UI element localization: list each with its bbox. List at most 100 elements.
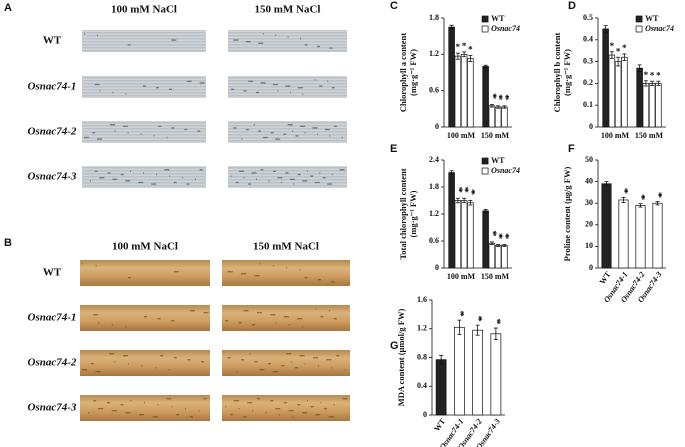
leaf-speck: [302, 412, 308, 414]
leaf-speck: [166, 398, 172, 400]
leaf-speck: [127, 44, 131, 46]
leaf-speck: [281, 365, 285, 367]
column-header: 100 mM NaCl: [111, 4, 177, 16]
bar: [490, 333, 502, 416]
bar: [618, 199, 629, 269]
y-tick-label: 1.2: [429, 209, 439, 218]
row-label: Osnac74-3: [28, 171, 77, 183]
row-label: WT: [43, 35, 62, 47]
significance: *: [468, 45, 473, 55]
leaf-speck: [158, 125, 162, 127]
bar: [501, 245, 508, 269]
leaf-speck: [312, 127, 318, 129]
leaf-speck: [197, 130, 201, 132]
leaf-speck: [111, 410, 117, 412]
leaf-speck: [238, 322, 242, 324]
leaf-speck: [130, 170, 132, 172]
column-header: 100 mM NaCl: [112, 241, 178, 253]
leaf-image: [80, 305, 210, 331]
leaf-image: [228, 76, 347, 98]
leaf-speck: [199, 169, 203, 171]
row-label: Osnac74-2: [28, 126, 77, 138]
row-label: Osnac74-1: [28, 312, 77, 324]
bar: [648, 83, 656, 128]
significance: **: [636, 194, 646, 201]
y-tick-label: 0.8: [417, 352, 427, 361]
y-tick-label: 2.4: [429, 155, 439, 164]
legend-label: Osnac74: [491, 24, 520, 33]
y-tick-label: 1.2: [429, 49, 439, 58]
leaf-speck: [243, 177, 245, 179]
legend-label: Osnac74: [645, 24, 674, 33]
leaf-speck: [144, 402, 145, 404]
leaf-speck: [198, 410, 200, 412]
legend-swatch: [481, 167, 489, 175]
leaf-speck: [95, 265, 97, 267]
bar: [608, 54, 616, 128]
bar: [460, 200, 468, 269]
significance: *: [644, 70, 649, 80]
significance: **: [466, 189, 476, 196]
leaf-speck: [256, 398, 260, 400]
leaf-speck: [98, 322, 100, 324]
leaf-speck: [82, 263, 83, 265]
leaf-speck: [336, 355, 340, 357]
y-tick-label: 0: [589, 122, 593, 131]
leaf-image: [222, 395, 350, 421]
leaf-speck: [111, 324, 113, 326]
significance: **: [653, 192, 663, 199]
leaf-speck: [155, 367, 157, 369]
leaf-speck: [258, 130, 262, 132]
leaf-speck: [300, 37, 302, 40]
y-tick-label: 30: [585, 198, 593, 207]
leaf-speck: [306, 400, 308, 402]
leaf-speck: [313, 357, 319, 359]
leaf-speck: [283, 316, 289, 318]
bar: [601, 183, 612, 269]
legend-label: WT: [645, 14, 659, 23]
leaf-speck: [245, 41, 251, 43]
y-axis-label: Chlorophyll a content: [398, 33, 408, 112]
row-label: Osnac74-3: [28, 402, 77, 414]
y-tick-label: 0: [435, 122, 439, 131]
leaf-speck: [171, 406, 173, 408]
leaf-speck: [235, 181, 239, 184]
leaf-speck: [127, 363, 129, 365]
leaf-speck: [310, 175, 314, 177]
bar: [655, 83, 662, 128]
leaf-speck: [84, 136, 89, 139]
leaf-speck: [122, 125, 128, 127]
leaf-speck: [184, 408, 186, 410]
leaf-speck: [107, 172, 111, 174]
leaf-speck: [248, 183, 252, 185]
leaf-speck: [251, 172, 257, 174]
y-tick-label: 0.5: [583, 13, 593, 22]
leaf-speck: [176, 414, 180, 416]
leaf-speck: [329, 47, 333, 49]
leaf-speck: [168, 88, 172, 90]
leaf-speck: [120, 173, 124, 176]
bar: [635, 205, 646, 269]
x-tick-label: WT: [432, 416, 447, 433]
leaf-speck: [243, 90, 247, 92]
leaf-speck: [247, 402, 253, 404]
leaf-speck: [94, 83, 100, 86]
leaf-image: [82, 76, 206, 98]
leaf-speck: [272, 83, 278, 86]
leaf-speck: [171, 320, 175, 322]
leaf-speck: [141, 365, 143, 367]
x-tick-label: 100 mM: [601, 131, 630, 140]
leaf-speck: [160, 355, 164, 357]
leaf-speck: [260, 169, 264, 171]
leaf-speck: [280, 181, 282, 184]
leaf-speck: [254, 275, 260, 277]
leaf-speck: [324, 408, 328, 410]
bar: [454, 200, 462, 269]
x-tick-label: 150 mM: [635, 131, 664, 140]
leaf-speck: [173, 357, 177, 359]
leaf-speck: [189, 416, 193, 418]
leaf-speck: [333, 404, 335, 406]
leaf-speck: [143, 172, 144, 174]
leaf-speck: [297, 404, 301, 406]
